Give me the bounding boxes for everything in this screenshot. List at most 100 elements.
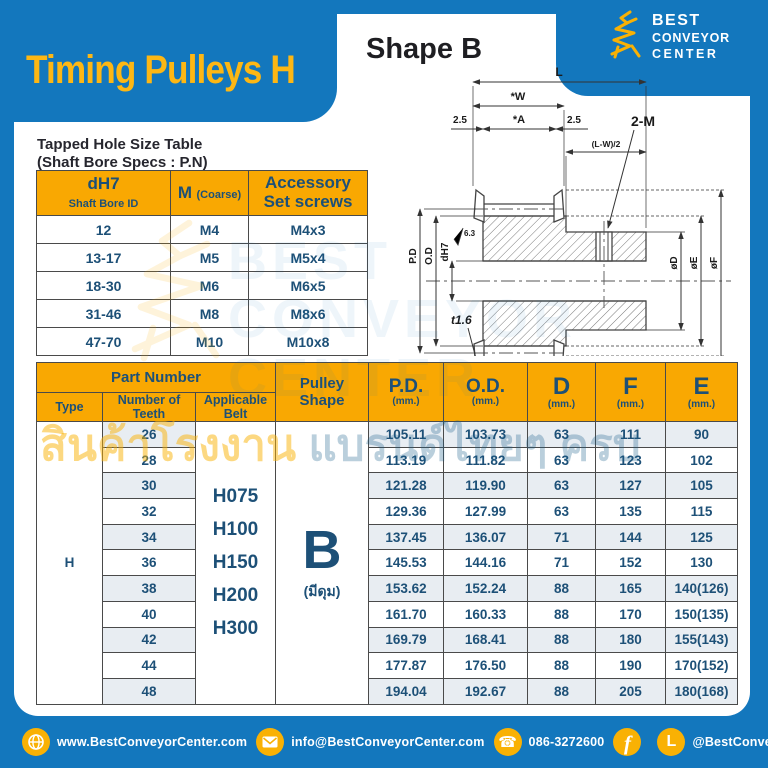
website-url: www.BestConveyorCenter.com xyxy=(57,735,248,749)
spec-table-cell: 121.28 xyxy=(368,472,444,500)
tapped-table-cell: M8 xyxy=(170,299,249,328)
footer-contact-bar: www.BestConveyorCenter.com info@BestConv… xyxy=(0,716,768,768)
spec-table-cell: 170 xyxy=(595,600,666,628)
spec-table-row: 36 145.53 144.16 71 152 130 xyxy=(37,549,738,577)
cell-number-of-teeth: 38 xyxy=(102,575,196,602)
belt-item: H200 xyxy=(212,585,259,607)
dim-label-bore: dH7 xyxy=(440,242,451,261)
tapped-col-m: M (Coarse) xyxy=(170,170,249,216)
brand-name: BEST CONVEYOR CENTER xyxy=(652,13,730,60)
email-address: info@BestConveyorCenter.com xyxy=(291,735,485,749)
spec-table-cell: 150(135) xyxy=(665,600,738,628)
spec-table-cell: 130 xyxy=(665,549,738,577)
spec-table-cell: 88 xyxy=(527,652,596,679)
cell-number-of-teeth: 30 xyxy=(102,472,196,500)
shape-heading: Shape B xyxy=(366,33,483,65)
col-number-of-teeth: Number of Teeth xyxy=(102,392,196,422)
globe-icon xyxy=(22,728,50,756)
col-type: Type xyxy=(36,392,103,422)
spec-header-row-2: Type Number of Teeth Applicable Belt xyxy=(36,392,738,422)
tapped-table-cell: 31-46 xyxy=(36,299,171,328)
spec-table-cell: 88 xyxy=(527,600,596,628)
spec-table-cell: 205 xyxy=(595,677,666,705)
spec-table-row: 32 129.36 127.99 63 135 115 xyxy=(37,498,738,525)
tapped-table-row: 13-17 M5 M5x4 xyxy=(36,243,368,272)
col-od: O.D. (mm.) xyxy=(443,362,528,422)
spec-table-cell: 90 xyxy=(665,421,738,448)
phone-number: 086-3272600 xyxy=(528,735,605,749)
spec-table-row: 38 153.62 152.24 88 165 140(126) xyxy=(37,575,738,602)
dim-label-l: L xyxy=(555,65,562,79)
spec-table-cell: 127.99 xyxy=(443,498,528,525)
spec-table-cell: 145.53 xyxy=(368,549,444,577)
spec-table-cell: 71 xyxy=(527,523,596,551)
spec-table-cell: 169.79 xyxy=(368,626,444,654)
cell-number-of-teeth: 32 xyxy=(102,498,196,525)
spec-table-cell: 168.41 xyxy=(443,626,528,654)
tapped-table-body: 12 M4 M4x3 13-17 M5 M5x4 18-30 M6 M6x5 31-46 M8 M8x… xyxy=(36,215,368,356)
spec-table-cell: 170(152) xyxy=(665,652,738,679)
dim-label-od: O.D xyxy=(424,247,435,265)
spec-table-cell: 123 xyxy=(595,446,666,474)
facebook-icon: f xyxy=(613,728,642,756)
dimension-labels: L *W *A 2.5 2.5 (L-W)/2 2-M P.D O.D dH7 … xyxy=(408,65,720,327)
spec-table-cell: 152 xyxy=(595,549,666,577)
tapped-table-cell: M10 xyxy=(170,327,249,356)
dim-label-lw2: (L-W)/2 xyxy=(592,139,621,149)
col-pulley-shape: Pulley Shape xyxy=(275,362,369,422)
dim-label-dia-d: øD xyxy=(669,256,680,269)
spec-table-row: 48 194.04 192.67 88 205 180(168) xyxy=(37,677,738,705)
tapped-table-cell: M4x3 xyxy=(248,215,368,244)
cell-number-of-teeth: 36 xyxy=(102,549,196,577)
spec-table-cell: 161.70 xyxy=(368,600,444,628)
belt-item: H100 xyxy=(212,519,259,541)
spec-table-cell: 144.16 xyxy=(443,549,528,577)
spec-table-cell: 113.19 xyxy=(368,446,444,474)
line-id: @BestConveyorCenter xyxy=(692,735,768,749)
cell-number-of-teeth: 40 xyxy=(102,600,196,628)
spec-table-cell: 180(168) xyxy=(665,677,738,705)
col-e: E (mm.) xyxy=(665,362,738,422)
dim-label-w: *W xyxy=(511,91,526,103)
col-f: F (mm.) xyxy=(595,362,666,422)
footer-phone: ☎ 086-3272600 xyxy=(493,728,605,756)
spec-table-cell: 194.04 xyxy=(368,677,444,705)
spec-table-cell: 190 xyxy=(595,652,666,679)
spec-header-row-1: Part Number Pulley Shape P.D. (mm.) O.D.… xyxy=(36,362,738,422)
tapped-table-cell: 18-30 xyxy=(36,271,171,300)
brand-line: BEST xyxy=(652,12,701,29)
cell-number-of-teeth: 34 xyxy=(102,523,196,551)
belt-item: H075 xyxy=(212,486,259,508)
shape-note: (มีดุม) xyxy=(303,582,341,599)
brand-line: CONVEYOR xyxy=(652,31,730,45)
goat-logo-icon xyxy=(610,10,641,59)
footer-facebook: f xyxy=(613,728,648,756)
col-pd: P.D. (mm.) xyxy=(368,362,444,422)
dim-label-dia-f: øF xyxy=(709,257,720,269)
dim-label-pd: P.D xyxy=(408,248,419,263)
main-table-body: H 26 H075 H100 H150 H200 H300 B (มีดุม) 105.11 103… xyxy=(36,421,738,705)
dim-label-side-right: 2.5 xyxy=(567,115,581,126)
dim-label-a: *A xyxy=(513,114,525,126)
tapped-table-cell: M6 xyxy=(170,271,249,300)
tapped-table-cell: M4 xyxy=(170,215,249,244)
spec-table-cell: 105 xyxy=(665,472,738,500)
spec-table-cell: 127 xyxy=(595,472,666,500)
spec-table-row: 30 121.28 119.90 63 127 105 xyxy=(37,472,738,500)
tapped-table-cell: 13-17 xyxy=(36,243,171,272)
spec-table-cell: 160.33 xyxy=(443,600,528,628)
spec-table-row: 28 113.19 111.82 63 123 102 xyxy=(37,446,738,474)
pulley-section-shapes xyxy=(473,188,647,356)
spec-table-cell: 177.87 xyxy=(368,652,444,679)
tapped-table-cell: 12 xyxy=(36,215,171,244)
footer-line: L @BestConveyorCenter xyxy=(657,728,768,756)
cell-applicable-belts: H075 H100 H150 H200 H300 xyxy=(195,421,276,705)
cell-number-of-teeth: 42 xyxy=(102,626,196,654)
spec-table-cell: 176.50 xyxy=(443,652,528,679)
spec-table-row: 34 137.45 136.07 71 144 125 xyxy=(37,523,738,551)
spec-table-row: H 26 H075 H100 H150 H200 H300 B (มีดุม) 105.11 103… xyxy=(36,421,738,705)
cell-number-of-teeth: 48 xyxy=(102,677,196,705)
col-d: D (mm.) xyxy=(527,362,596,422)
pulley-technical-drawing: L *W *A 2.5 2.5 (L-W)/2 2-M P.D O.D dH7 … xyxy=(408,65,731,356)
footer-email: info@BestConveyorCenter.com xyxy=(256,728,484,756)
